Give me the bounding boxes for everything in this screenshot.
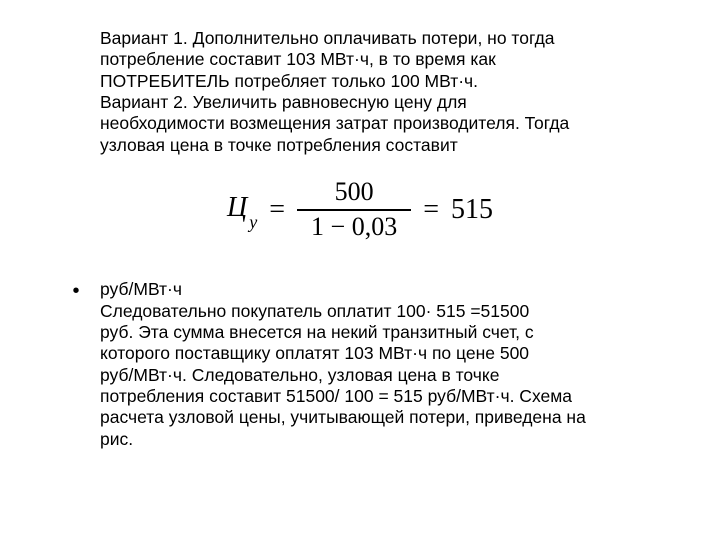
p2-line4: которого поставщику оплатят 103 МВт·ч по… [100, 343, 529, 363]
p1-line1: Вариант 1. Дополнительно оплачивать поте… [100, 28, 555, 48]
formula-fraction: 500 1 − 0,03 [297, 176, 411, 243]
formula-result: 515 [451, 194, 493, 226]
p1-line3: ПОТРЕБИТЕЛЬ потребляет только 100 МВт·ч. [100, 71, 478, 91]
paragraph-variant-text: Вариант 1. Дополнительно оплачивать поте… [100, 28, 650, 156]
p2-line3: руб. Эта сумма внесется на некий транзит… [100, 322, 534, 342]
p1-line5: необходимости возмещения затрат производ… [100, 113, 569, 133]
formula-container: Цу = 500 1 − 0,03 = 515 [70, 176, 650, 243]
document-page: Вариант 1. Дополнительно оплачивать поте… [0, 0, 720, 540]
equals-sign-2: = [423, 194, 439, 226]
formula-lhs: Цу [227, 192, 257, 228]
p1-line2: потребление составит 103 МВт·ч, в то вре… [100, 49, 496, 69]
p2-line2: Следовательно покупатель оплатит 100· 51… [100, 301, 529, 321]
bullet-icon: • [70, 281, 82, 301]
fraction-denominator: 1 − 0,03 [297, 211, 411, 244]
paragraph-calculation-text: руб/МВт·ч Следовательно покупатель оплат… [100, 279, 650, 450]
p2-line1: руб/МВт·ч [100, 279, 182, 299]
p2-line7: расчета узловой цены, учитывающей потери… [100, 407, 586, 427]
p1-line6: узловая цена в точке потребления состави… [100, 135, 458, 155]
p2-line6: потребления составит 51500/ 100 = 515 ру… [100, 386, 572, 406]
p1-line4: Вариант 2. Увеличить равновесную цену дл… [100, 92, 467, 112]
price-formula: Цу = 500 1 − 0,03 = 515 [227, 176, 493, 243]
p2-line8: рис. [100, 429, 133, 449]
fraction-numerator: 500 [321, 176, 388, 209]
formula-var: Ц [227, 192, 247, 223]
equals-sign-1: = [269, 194, 285, 226]
formula-subscript: у [249, 212, 257, 232]
p2-line5: руб/МВт·ч. Следовательно, узловая цена в… [100, 365, 499, 385]
paragraph-bullet-block: • руб/МВт·ч Следовательно покупатель опл… [70, 279, 650, 450]
